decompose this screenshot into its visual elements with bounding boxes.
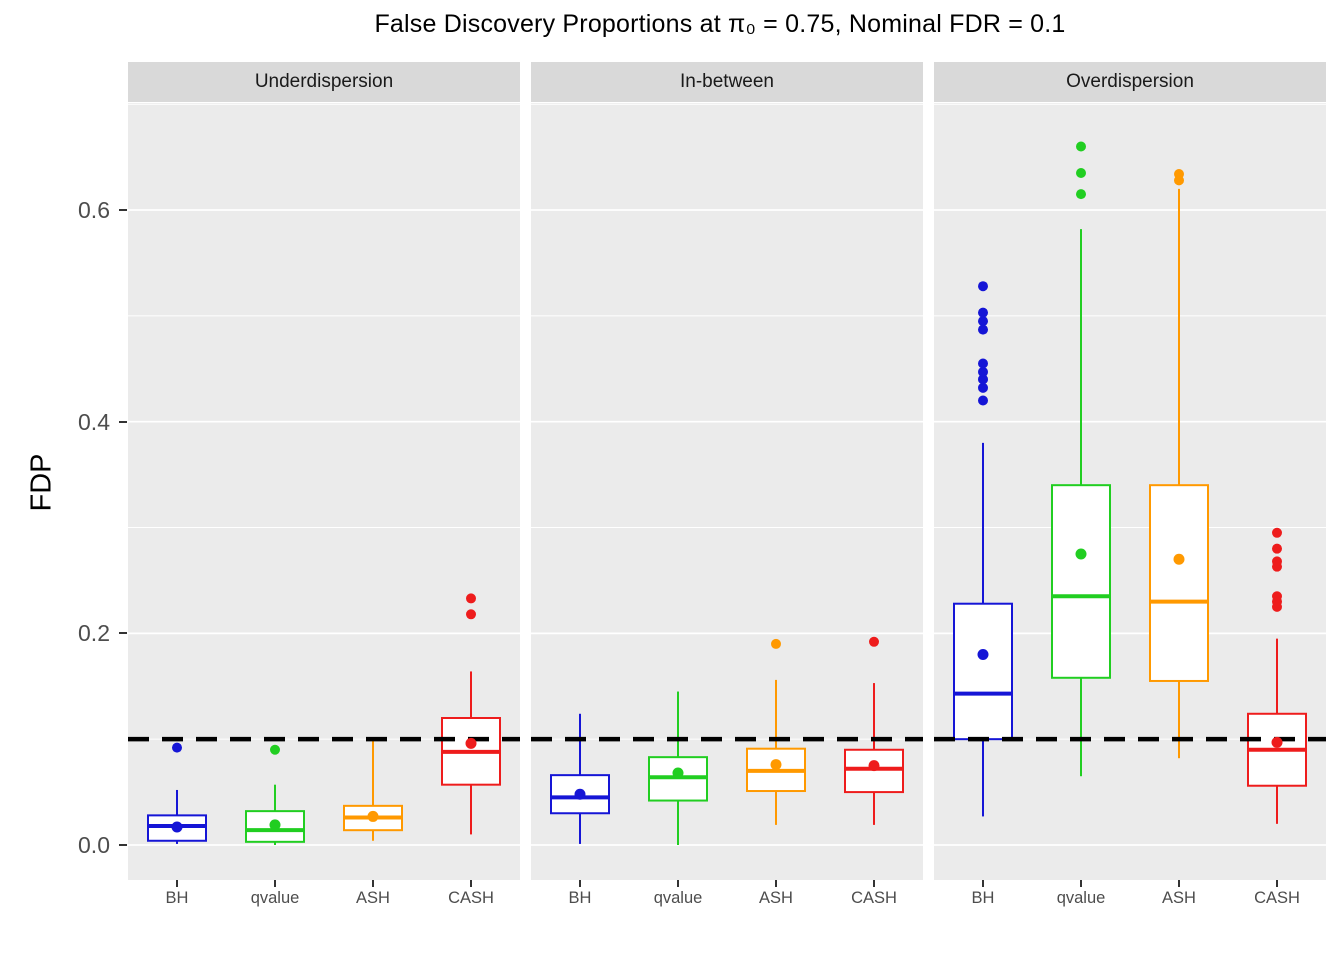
outlier-point <box>978 382 988 393</box>
outlier-point <box>978 281 988 292</box>
x-tick-mark <box>982 880 984 887</box>
outlier-point <box>978 374 988 385</box>
mean-point <box>868 760 880 772</box>
mean-point <box>269 819 281 831</box>
y-tick-label: 0.2 <box>78 620 110 647</box>
outlier-point <box>1174 169 1184 180</box>
facet-strip: Underdispersion <box>128 62 520 102</box>
x-tick-label-ash: ASH <box>759 889 793 907</box>
x-tick-label-ash: ASH <box>1162 889 1196 907</box>
boxplot-bh <box>953 281 1013 817</box>
x-tick-mark <box>1276 880 1278 887</box>
outlier-point <box>978 324 988 335</box>
outlier-point <box>771 638 781 649</box>
y-tick-mark <box>119 420 127 423</box>
boxplot-cash <box>441 593 501 835</box>
iqr-box <box>953 602 1013 741</box>
boxplot-bh <box>147 742 207 844</box>
facet-strip: Overdispersion <box>934 62 1326 102</box>
outlier-point <box>1076 141 1086 152</box>
mean-point <box>465 737 477 749</box>
boxplot-qvalue <box>1051 141 1111 777</box>
outlier-point <box>466 593 476 604</box>
mean-point <box>367 810 379 822</box>
outlier-point <box>172 742 182 753</box>
y-tick-mark <box>119 844 127 846</box>
x-tick-label-cash: CASH <box>851 889 897 907</box>
facet-strip: In-between <box>531 62 923 102</box>
chart-title: False Discovery Proportions at π₀ = 0.75… <box>374 10 1066 38</box>
boxplot-qvalue <box>245 744 305 845</box>
outlier-point <box>1076 167 1086 178</box>
x-tick-label-bh: BH <box>971 889 995 907</box>
mean-point <box>770 759 782 771</box>
outlier-point <box>1272 543 1282 554</box>
outlier-point <box>466 609 476 620</box>
mean-point <box>1075 548 1087 560</box>
x-tick-mark <box>677 880 679 887</box>
panel-in-between <box>531 103 923 880</box>
panel-overdispersion <box>934 103 1326 880</box>
mean-point <box>1271 736 1283 748</box>
x-tick-label-bh: BH <box>165 889 189 907</box>
outlier-point <box>978 358 988 369</box>
x-tick-mark <box>1178 880 1180 887</box>
mean-point <box>977 649 989 661</box>
y-tick-label: 0.6 <box>78 197 110 224</box>
outlier-point <box>869 636 879 647</box>
iqr-box <box>1149 484 1209 682</box>
y-tick-mark <box>119 209 127 212</box>
boxplot-ash <box>1149 169 1209 759</box>
x-tick-label-ash: ASH <box>356 889 390 907</box>
mean-point <box>171 821 183 833</box>
x-tick-mark <box>775 880 777 887</box>
mean-point <box>574 788 586 800</box>
y-tick-label: 0.0 <box>78 832 110 858</box>
x-tick-mark <box>176 880 178 887</box>
y-tick-label: 0.4 <box>78 408 110 435</box>
iqr-box <box>1051 484 1111 679</box>
y-tick-mark <box>119 632 127 635</box>
outlier-point <box>1272 527 1282 538</box>
outlier-point <box>978 307 988 318</box>
panel-underdispersion <box>128 103 520 880</box>
x-tick-label-cash: CASH <box>1254 889 1300 907</box>
outlier-point <box>978 395 988 406</box>
x-tick-label-cash: CASH <box>448 889 494 907</box>
mean-point <box>1173 553 1185 565</box>
outlier-point <box>270 744 280 755</box>
mean-point <box>672 767 684 779</box>
outlier-point <box>1272 556 1282 567</box>
x-tick-mark <box>372 880 374 887</box>
x-tick-label-qvalue: qvalue <box>1056 889 1106 907</box>
x-tick-label-qvalue: qvalue <box>250 889 300 907</box>
x-tick-label-qvalue: qvalue <box>653 889 703 907</box>
boxplot-cash <box>1247 527 1307 824</box>
x-tick-mark <box>873 880 875 887</box>
x-tick-mark <box>470 880 472 887</box>
outlier-point <box>1272 591 1282 602</box>
iqr-box <box>844 748 904 794</box>
outlier-point <box>1076 189 1086 200</box>
outlier-point <box>978 316 988 327</box>
x-tick-mark <box>1080 880 1082 887</box>
outlier-point <box>978 366 988 377</box>
y-axis-label: FDP <box>25 453 58 512</box>
x-tick-label-bh: BH <box>568 889 592 907</box>
x-tick-mark <box>274 880 276 887</box>
x-tick-mark <box>579 880 581 887</box>
